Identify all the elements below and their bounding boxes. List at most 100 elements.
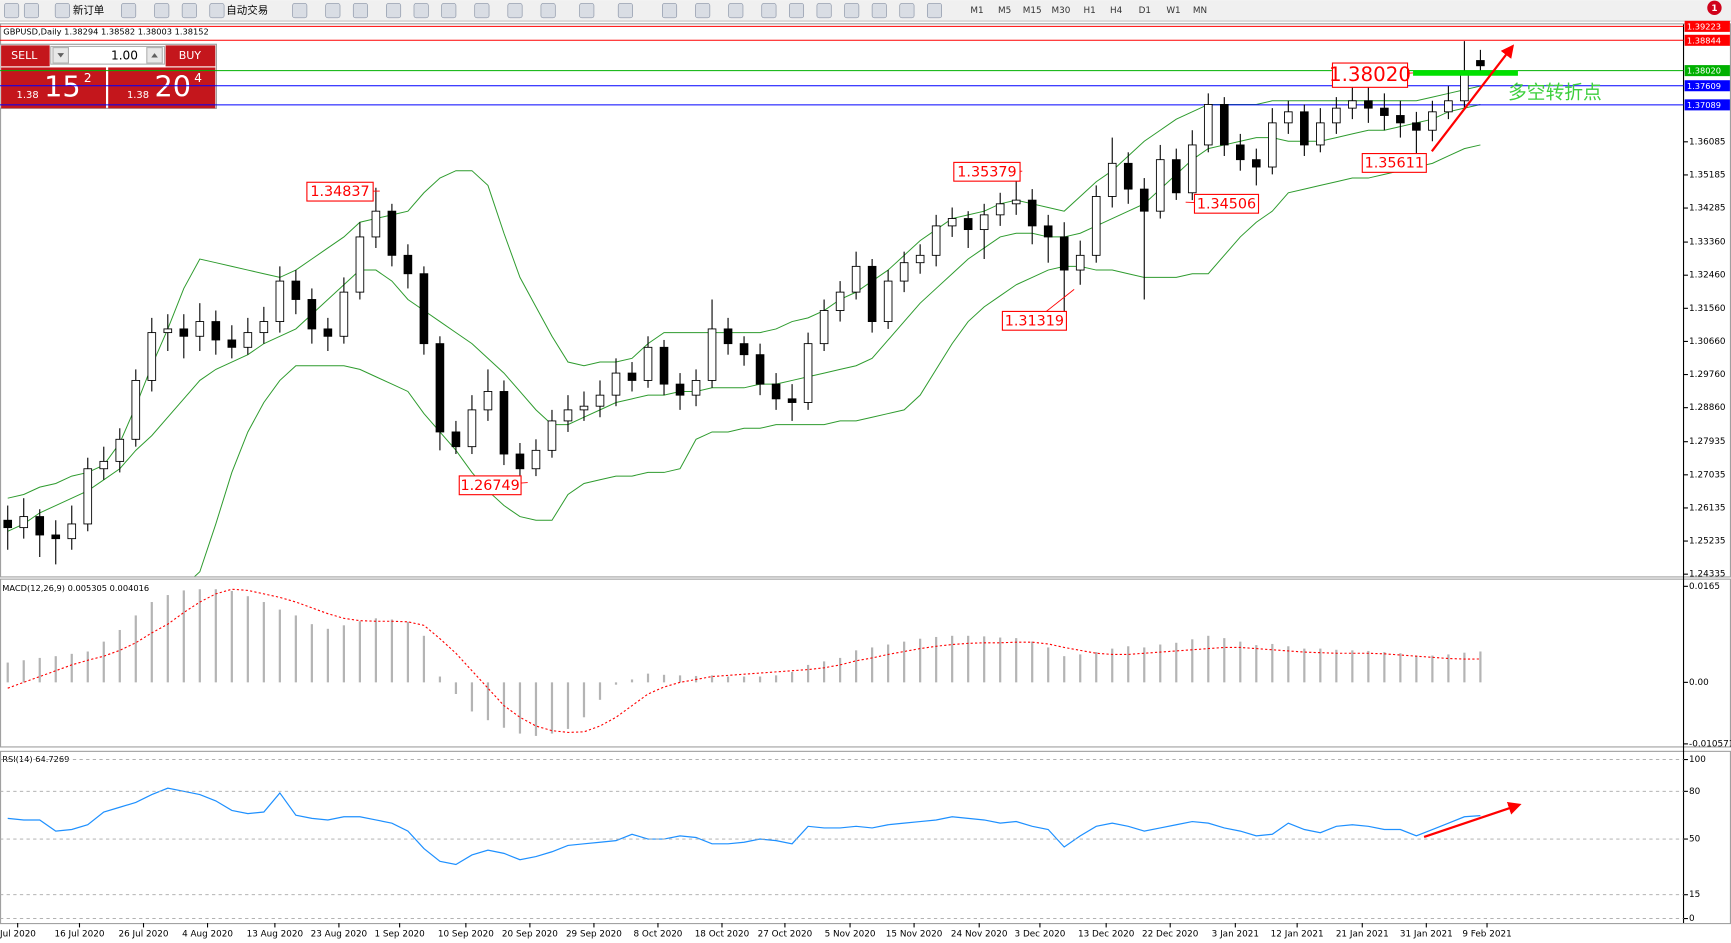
candle-body — [771, 383, 781, 400]
candle-body — [947, 218, 957, 227]
y-tick-label: 1.28860 — [1689, 403, 1726, 413]
toolbar-icon[interactable] — [413, 3, 429, 19]
toolbar-icon[interactable] — [579, 3, 595, 19]
toolbar-icon[interactable] — [23, 3, 39, 19]
toolbar-items: 新订单 自动交易 M1 M5 M15 M30 H1 H4 D1 W1 MN 1 — [4, 0, 1722, 19]
candle-body — [627, 372, 637, 381]
toolbar-icon[interactable] — [352, 3, 368, 19]
candle-body — [275, 280, 285, 323]
toolbar-icon[interactable] — [761, 3, 777, 19]
toolbar-icon[interactable] — [926, 3, 943, 19]
notification-badge[interactable] — [1707, 0, 1722, 16]
macd-bar — [1047, 647, 1050, 683]
macd-bar — [903, 641, 906, 683]
y-tick-label: 1.26135 — [1689, 503, 1726, 513]
annotation-label: 1.38020 — [1329, 63, 1411, 86]
macd-bar — [758, 676, 762, 683]
toolbar-icon[interactable] — [540, 3, 556, 19]
candle-body — [1171, 159, 1181, 194]
x-tick-label: 21 Jan 2021 — [1336, 930, 1389, 940]
timeframe-button[interactable]: H4 — [1110, 6, 1123, 16]
macd-bar — [390, 619, 394, 683]
timeframe-button[interactable]: M5 — [998, 6, 1011, 16]
toolbar-icon[interactable] — [695, 3, 711, 19]
toolbar-icon[interactable] — [209, 3, 225, 19]
candle-body — [1412, 122, 1421, 131]
macd-bar — [310, 624, 313, 683]
ask-box[interactable] — [108, 67, 216, 109]
timeframe-button[interactable]: H1 — [1083, 6, 1095, 16]
toolbar-icon[interactable] — [474, 3, 490, 19]
sell-button[interactable] — [1, 45, 50, 67]
macd-bar — [1207, 635, 1210, 683]
toolbar-icon[interactable] — [788, 3, 805, 19]
lot-value[interactable]: 1.00 — [111, 48, 138, 62]
macd-bar — [470, 682, 474, 712]
toolbar-icon[interactable] — [4, 3, 20, 19]
timeframe-button[interactable]: M15 — [1023, 6, 1042, 16]
toolbar-icon[interactable] — [507, 3, 523, 19]
toolbar-icon[interactable] — [441, 3, 457, 19]
buy-button[interactable] — [165, 45, 216, 67]
bid-box[interactable] — [1, 67, 106, 109]
lot-input[interactable] — [50, 45, 166, 65]
toolbar-icon[interactable] — [816, 3, 832, 19]
candle-body — [467, 409, 477, 448]
timeframe-button[interactable]: M1 — [970, 6, 983, 16]
toolbar-icon[interactable] — [181, 3, 197, 19]
candle-body — [659, 346, 669, 385]
candle-body — [371, 210, 381, 238]
level-label: 1.38020 — [1687, 66, 1721, 76]
x-tick-label: Jul 2020 — [0, 930, 36, 940]
candle-body — [435, 343, 445, 433]
toolbar-icon[interactable] — [662, 3, 678, 19]
indicator-title: MACD(12,26,9) 0.005305 0.004016 — [2, 583, 149, 593]
candle-body — [51, 534, 61, 540]
timeframe-button[interactable]: D1 — [1139, 6, 1151, 16]
level-label-box — [1684, 34, 1730, 46]
toolbar-icon[interactable] — [728, 3, 744, 19]
toolbar-button[interactable]: 新订单 — [73, 4, 104, 17]
macd-bar — [822, 661, 826, 683]
buy-label[interactable]: BUY — [179, 49, 202, 62]
band-lower — [194, 144, 1481, 577]
toolbar-icon[interactable] — [386, 3, 402, 19]
toolbar-icon[interactable] — [844, 3, 860, 19]
toolbar-icon[interactable] — [871, 3, 887, 19]
macd-bar — [150, 602, 153, 683]
toolbar-button[interactable]: 自动交易 — [226, 4, 268, 17]
candle-body — [1268, 122, 1277, 168]
toolbar-icon[interactable] — [899, 3, 915, 19]
timeframe-button[interactable]: MN — [1193, 6, 1207, 16]
macd-bar — [678, 675, 682, 683]
macd-bar — [518, 682, 522, 734]
candle-body — [643, 346, 653, 381]
level-label: 1.37609 — [1687, 81, 1721, 91]
level-label: 1.37089 — [1687, 100, 1721, 110]
toolbar-icon[interactable] — [292, 3, 308, 19]
candle-body — [819, 310, 829, 345]
toolbar-icon[interactable] — [54, 3, 70, 19]
macd-bar — [790, 671, 794, 683]
timeframe-button[interactable]: M30 — [1051, 6, 1070, 16]
macd-bar — [662, 674, 666, 683]
sell-label[interactable]: SELL — [11, 49, 38, 62]
candle-body — [963, 218, 973, 231]
macd-bar — [630, 679, 634, 683]
macd-bar — [1063, 656, 1066, 683]
y-tick-label: 50 — [1689, 835, 1701, 845]
timeframe-button[interactable]: W1 — [1166, 6, 1180, 16]
x-tick-label: 9 Feb 2021 — [1462, 930, 1511, 940]
toolbar-icon[interactable] — [617, 3, 633, 19]
macd-bar — [999, 637, 1002, 683]
toolbar-icon[interactable] — [154, 3, 170, 19]
macd-bar — [86, 651, 89, 683]
macd-bar — [198, 589, 201, 683]
toolbar-icon[interactable] — [325, 3, 341, 19]
toolbar-icon[interactable] — [121, 3, 137, 19]
rsi-panel-frame — [0, 750, 1731, 925]
candle-body — [899, 262, 909, 282]
